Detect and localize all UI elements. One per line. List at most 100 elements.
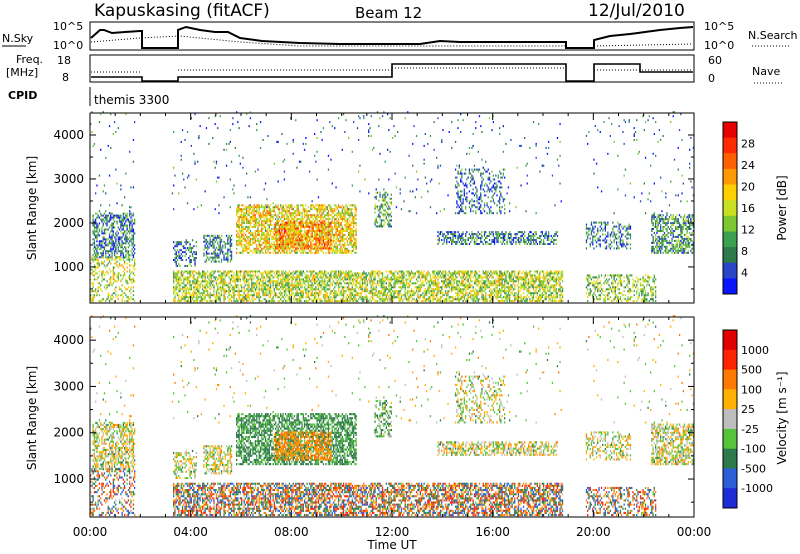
power-cell	[122, 278, 123, 280]
power-cell	[127, 282, 128, 284]
power-cell	[275, 294, 276, 296]
power-cell	[133, 256, 134, 258]
power-cell	[306, 280, 307, 282]
power-cell	[369, 274, 370, 276]
power-cell	[299, 245, 300, 247]
power-cell	[256, 282, 257, 284]
power-cell	[314, 243, 315, 245]
power-cell	[210, 276, 211, 278]
power-cell	[173, 292, 174, 294]
power-cell	[366, 276, 367, 278]
power-cell	[436, 294, 437, 296]
power-cell	[174, 272, 175, 274]
power-cell	[289, 234, 290, 236]
power-cell	[340, 218, 341, 220]
power-cell	[249, 214, 250, 216]
power-cell	[269, 246, 270, 248]
power-cell	[301, 292, 302, 294]
power-cell	[94, 230, 95, 232]
power-cell	[208, 243, 209, 245]
power-cell	[286, 284, 287, 286]
power-cell	[317, 274, 318, 276]
power-cell	[338, 230, 339, 232]
power-cell	[284, 278, 285, 280]
power-cell	[344, 282, 345, 284]
power-cell	[104, 242, 105, 244]
power-cell	[381, 286, 382, 288]
power-cell	[205, 245, 206, 247]
power-cell	[283, 208, 284, 210]
power-cell	[317, 292, 318, 294]
power-cell	[411, 276, 412, 278]
power-cell	[242, 226, 243, 228]
power-cell	[94, 246, 95, 248]
power-cell	[283, 228, 284, 230]
power-cell	[269, 280, 270, 282]
power-cell	[213, 251, 214, 253]
power-cell	[281, 208, 282, 210]
power-cell	[332, 298, 333, 300]
power-cell	[266, 242, 267, 244]
power-cell	[239, 236, 240, 238]
power-cell	[318, 292, 319, 294]
power-cell	[99, 274, 100, 276]
power-cell	[367, 298, 368, 300]
power-cell	[371, 271, 372, 273]
power-cell	[295, 292, 296, 294]
power-cell	[339, 226, 340, 228]
power-cell	[116, 265, 117, 267]
power-cell	[173, 271, 174, 273]
power-cell	[116, 257, 117, 259]
power-cell	[227, 261, 228, 263]
power-cell	[269, 290, 270, 292]
power-cell	[259, 204, 260, 206]
power-cell	[333, 294, 334, 296]
power-cell	[134, 269, 135, 271]
power-cell	[344, 278, 345, 280]
power-cell	[337, 248, 338, 250]
power-cell	[96, 230, 97, 232]
power-cell	[201, 282, 202, 284]
power-cell	[119, 263, 120, 265]
power-cell	[208, 253, 209, 255]
power-cell	[278, 234, 279, 236]
power-cell	[220, 296, 221, 298]
power-cell	[237, 284, 238, 286]
power-cell	[232, 296, 233, 298]
power-cell	[395, 276, 396, 278]
power-cell	[265, 284, 266, 286]
power-cell	[353, 220, 354, 222]
power-cell	[345, 250, 346, 252]
power-cell	[320, 292, 321, 294]
power-cell	[188, 280, 189, 282]
power-cell	[352, 214, 353, 216]
power-cell	[352, 236, 353, 238]
power-cell	[237, 240, 238, 242]
power-cell	[348, 224, 349, 226]
power-cell	[344, 242, 345, 244]
power-cell	[109, 232, 110, 234]
power-cell	[93, 259, 94, 261]
power-cell	[411, 290, 412, 292]
power-cell	[323, 218, 324, 220]
power-cell	[110, 282, 111, 284]
power-cell	[301, 271, 302, 273]
power-cell	[194, 253, 195, 255]
power-cell	[270, 204, 271, 206]
power-cell	[430, 278, 431, 280]
power-cell	[337, 292, 338, 294]
power-cell	[339, 272, 340, 274]
power-cell	[197, 282, 198, 284]
power-cell	[206, 290, 207, 292]
power-cell	[264, 284, 265, 286]
power-cell	[334, 271, 335, 273]
power-cell	[129, 240, 130, 242]
power-cell	[319, 298, 320, 300]
power-cell	[264, 234, 265, 236]
power-cell	[281, 222, 282, 224]
power-cell	[198, 290, 199, 292]
power-cell	[109, 234, 110, 236]
power-cell	[203, 286, 204, 288]
power-cell	[183, 245, 184, 247]
power-cell	[364, 280, 365, 282]
